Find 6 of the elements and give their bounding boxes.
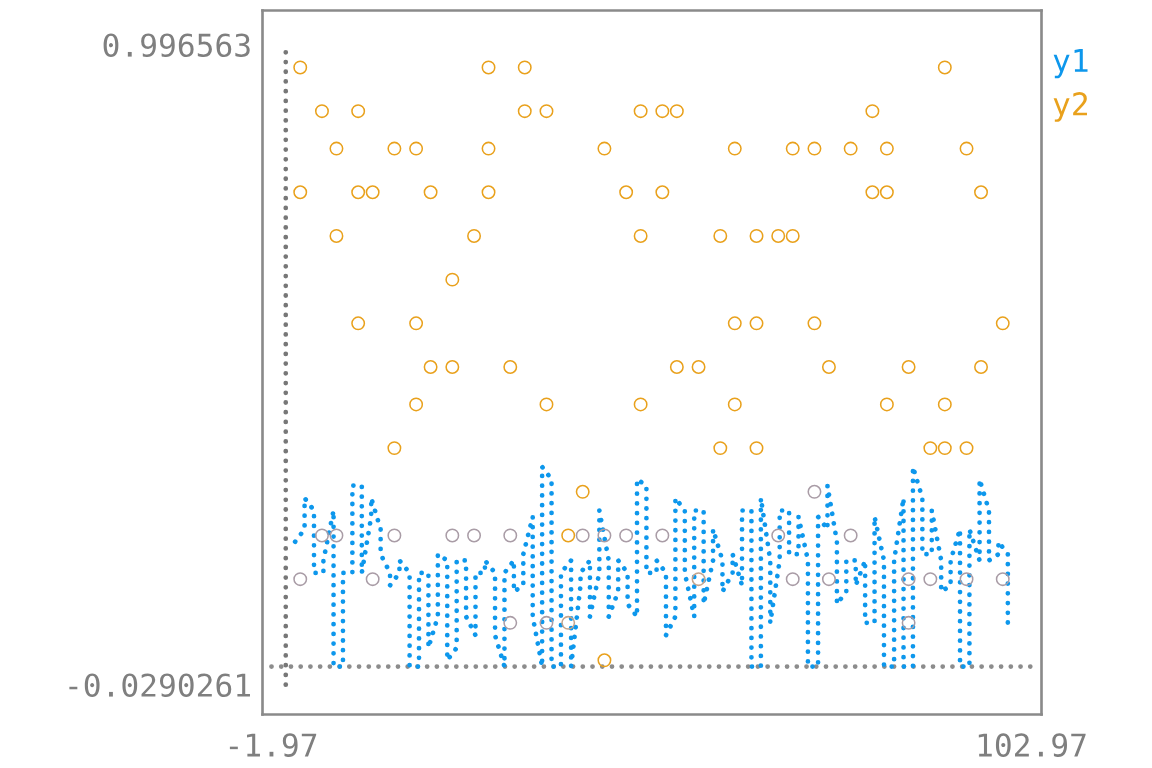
text: y2 xyxy=(1053,92,1087,122)
text: y1 xyxy=(1053,48,1088,79)
x-tick-label: 102.97 xyxy=(978,733,1086,757)
x-tick-label: -1.97 xyxy=(229,733,317,757)
y-tick-label: 0.996563 xyxy=(103,33,250,58)
y-tick-label: -0.0290261 xyxy=(69,673,250,698)
